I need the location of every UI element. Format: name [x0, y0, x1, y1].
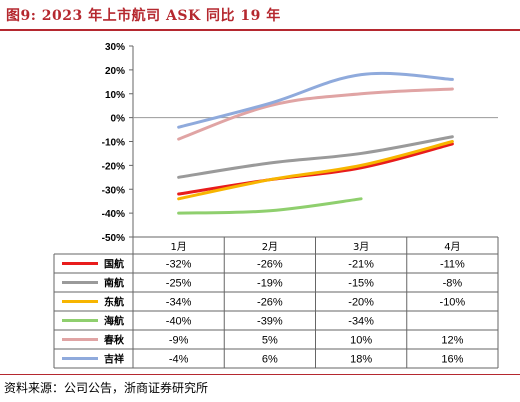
legend-label: 国航 — [104, 258, 124, 271]
x-category-label: 2月 — [262, 241, 278, 253]
legend-label: 吉祥 — [104, 353, 124, 366]
x-category-label: 1月 — [170, 241, 186, 253]
series-line-国航 — [177, 142, 454, 196]
table-cell-value: -34% — [348, 316, 374, 328]
y-tick-label: 30% — [105, 42, 125, 53]
table-cell-value: -21% — [348, 259, 374, 271]
table-cell-value: -8% — [443, 278, 463, 290]
legend-label: 海航 — [104, 315, 124, 328]
y-tick-label: -40% — [102, 209, 125, 220]
title-rule — [0, 29, 520, 31]
table-cell-value: 6% — [262, 354, 278, 366]
table-cell-value: 5% — [262, 335, 278, 347]
table-cell-value: -26% — [257, 259, 283, 271]
table-cell-value: -26% — [257, 297, 283, 309]
table-cell-value: -15% — [348, 278, 374, 290]
table-cell-value: -19% — [257, 278, 283, 290]
table-cell-value: 16% — [441, 354, 463, 366]
y-tick-label: 10% — [105, 90, 125, 101]
y-tick-label: -20% — [102, 161, 125, 172]
series-line-春秋 — [177, 87, 454, 141]
table-cell-value: -20% — [348, 297, 374, 309]
y-tick-label: -50% — [102, 233, 125, 244]
table-cell-value: -11% — [440, 259, 465, 271]
chart: -50% -40% -30% -20% -10% 0% 10% 20% 30% 1月 2月 3月 4月国… — [53, 42, 499, 369]
y-tick-label: 20% — [105, 66, 125, 77]
table-cell-value: 10% — [350, 335, 372, 347]
table-cell-value: 12% — [441, 335, 463, 347]
y-tick-label: 0% — [111, 114, 126, 125]
source-rule — [0, 374, 520, 375]
y-tick-label: -10% — [102, 138, 125, 149]
table-cell-value: -25% — [166, 278, 192, 290]
legend-label: 春秋 — [104, 334, 125, 347]
table-cell-value: -39% — [257, 316, 283, 328]
y-tick-label: -30% — [102, 185, 125, 196]
table-cell-value: -4% — [169, 354, 189, 366]
table-cell-value: 18% — [350, 354, 372, 366]
series-line-东航 — [177, 140, 454, 201]
chart-title: 图9: 2023 年上市航司 ASK 同比 19 年 — [6, 8, 281, 24]
table-cell-value: -40% — [166, 316, 192, 328]
series-line-海航 — [177, 197, 363, 215]
table-cell-value: -34% — [166, 297, 192, 309]
legend-label: 南航 — [104, 277, 124, 290]
table-cell-value: -32% — [166, 259, 192, 271]
table-cell-value: -10% — [440, 297, 466, 309]
source-note: 资料来源：公司公告，浙商证券研究所 — [4, 381, 209, 395]
series-line-吉祥 — [177, 71, 454, 129]
x-category-label: 4月 — [444, 241, 460, 253]
x-category-label: 3月 — [353, 241, 369, 253]
legend-label: 东航 — [104, 296, 124, 309]
table-cell-value: -9% — [169, 335, 189, 347]
series-line-南航 — [177, 135, 454, 179]
